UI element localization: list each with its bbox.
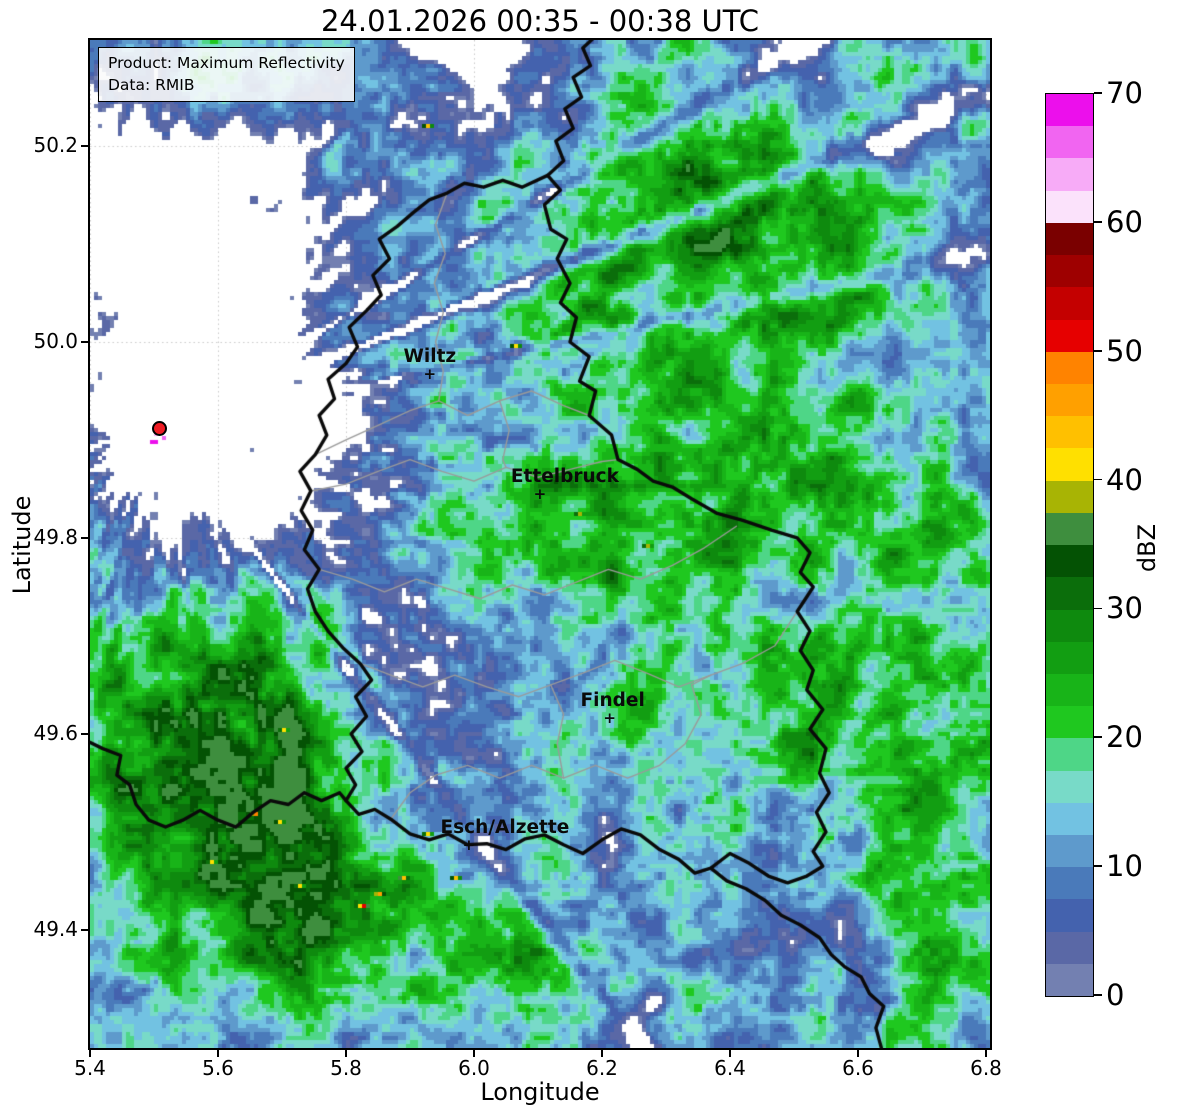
colorbar-tick-mark — [1094, 607, 1102, 610]
colorbar-segment — [1046, 190, 1093, 223]
colorbar-tick-label: 10 — [1106, 849, 1143, 884]
colorbar-segment — [1046, 512, 1093, 546]
y-tick-mark — [81, 733, 88, 735]
x-tick-label: 6.0 — [458, 1056, 490, 1080]
colorbar-label: dBZ — [1133, 523, 1161, 573]
colorbar-segment — [1046, 351, 1093, 384]
colorbar-tick-mark — [1094, 92, 1102, 94]
radar-plot: Product: Maximum Reflectivity Data: RMIB… — [88, 38, 992, 1050]
colorbar-tick-label: 0 — [1106, 978, 1125, 1012]
colorbar-segment — [1046, 287, 1093, 320]
x-tick-label: 5.6 — [202, 1056, 234, 1080]
y-tick-mark — [81, 145, 88, 147]
colorbar-tick-label: 50 — [1106, 333, 1143, 368]
colorbar-segment — [1046, 319, 1093, 352]
product-info-box: Product: Maximum Reflectivity Data: RMIB — [98, 47, 355, 103]
colorbar-segment — [1046, 255, 1093, 288]
radar-site-marker — [151, 420, 167, 436]
colorbar-tick-label: 70 — [1106, 76, 1143, 110]
x-tick-label: 6.4 — [714, 1056, 746, 1080]
x-tick-mark — [345, 1050, 347, 1057]
colorbar-segment — [1046, 963, 1093, 997]
data-source-line: Data: RMIB — [108, 75, 195, 94]
city-marker: + — [533, 484, 547, 503]
colorbar-tick-label: 30 — [1106, 591, 1143, 626]
x-tick-mark — [217, 1050, 219, 1057]
colorbar-segment — [1046, 94, 1093, 127]
colorbar-segment — [1046, 835, 1093, 868]
y-tick-label: 49.6 — [33, 720, 78, 745]
x-tick-label: 6.8 — [970, 1056, 1002, 1080]
colorbar-segment — [1046, 673, 1093, 707]
city-marker: + — [462, 835, 476, 854]
x-tick-label: 6.2 — [586, 1056, 618, 1080]
colorbar-segment — [1046, 931, 1093, 964]
x-tick-mark — [89, 1050, 91, 1057]
x-axis-label: Longitude — [480, 1078, 600, 1106]
city-label: Wiltz — [403, 346, 457, 368]
y-tick-label: 50.2 — [33, 133, 78, 158]
colorbar-segment — [1046, 158, 1093, 191]
colorbar-tick-mark — [1094, 865, 1102, 867]
y-tick-mark — [81, 341, 88, 343]
x-tick-label: 5.8 — [330, 1056, 362, 1080]
colorbar-segment — [1046, 641, 1093, 674]
colorbar-segment — [1046, 738, 1093, 771]
colorbar-segment — [1046, 126, 1093, 159]
x-tick-label: 6.6 — [842, 1056, 874, 1080]
colorbar-tick-label: 20 — [1106, 720, 1143, 755]
colorbar-tick-mark — [1094, 349, 1102, 352]
colorbar-tick-mark — [1094, 221, 1102, 223]
x-tick-mark — [601, 1050, 603, 1057]
page-title: 24.01.2026 00:35 - 00:38 UTC — [320, 4, 760, 38]
colorbar-segment — [1046, 416, 1093, 449]
y-tick-label: 50.0 — [33, 328, 78, 353]
y-tick-mark — [81, 537, 88, 539]
colorbar-segment — [1046, 899, 1093, 932]
colorbar — [1045, 93, 1094, 997]
product-line: Product: Maximum Reflectivity — [108, 54, 345, 72]
city-marker: + — [423, 365, 437, 384]
colorbar-segment — [1046, 609, 1093, 642]
y-tick-label: 49.8 — [33, 524, 78, 549]
colorbar-segment — [1046, 448, 1093, 481]
colorbar-segment — [1046, 706, 1093, 739]
colorbar-tick-mark — [1094, 736, 1102, 739]
colorbar-tick-mark — [1094, 994, 1102, 996]
x-tick-mark — [473, 1050, 475, 1057]
x-tick-mark — [857, 1050, 859, 1057]
reflectivity-canvas — [90, 40, 990, 1048]
colorbar-tick-mark — [1094, 478, 1102, 481]
colorbar-tick-label: 40 — [1106, 462, 1143, 497]
city-label: Findel — [580, 690, 645, 712]
colorbar-segment — [1046, 577, 1093, 610]
colorbar-segment — [1046, 383, 1093, 417]
x-tick-mark — [729, 1050, 731, 1057]
colorbar-segment — [1046, 867, 1093, 900]
colorbar-segment — [1046, 770, 1093, 803]
colorbar-segment — [1046, 480, 1093, 513]
colorbar-segment — [1046, 545, 1093, 578]
colorbar-segment — [1046, 802, 1093, 836]
colorbar-segment — [1046, 222, 1093, 256]
colorbar-tick-label: 60 — [1106, 204, 1143, 239]
x-tick-label: 5.4 — [74, 1056, 106, 1080]
y-tick-label: 49.4 — [33, 916, 78, 941]
x-tick-mark — [985, 1050, 987, 1057]
city-label: Ettelbruck — [510, 465, 619, 487]
y-tick-mark — [81, 929, 88, 931]
city-marker: + — [603, 709, 616, 728]
city-label: Esch/Alzette — [440, 816, 570, 838]
